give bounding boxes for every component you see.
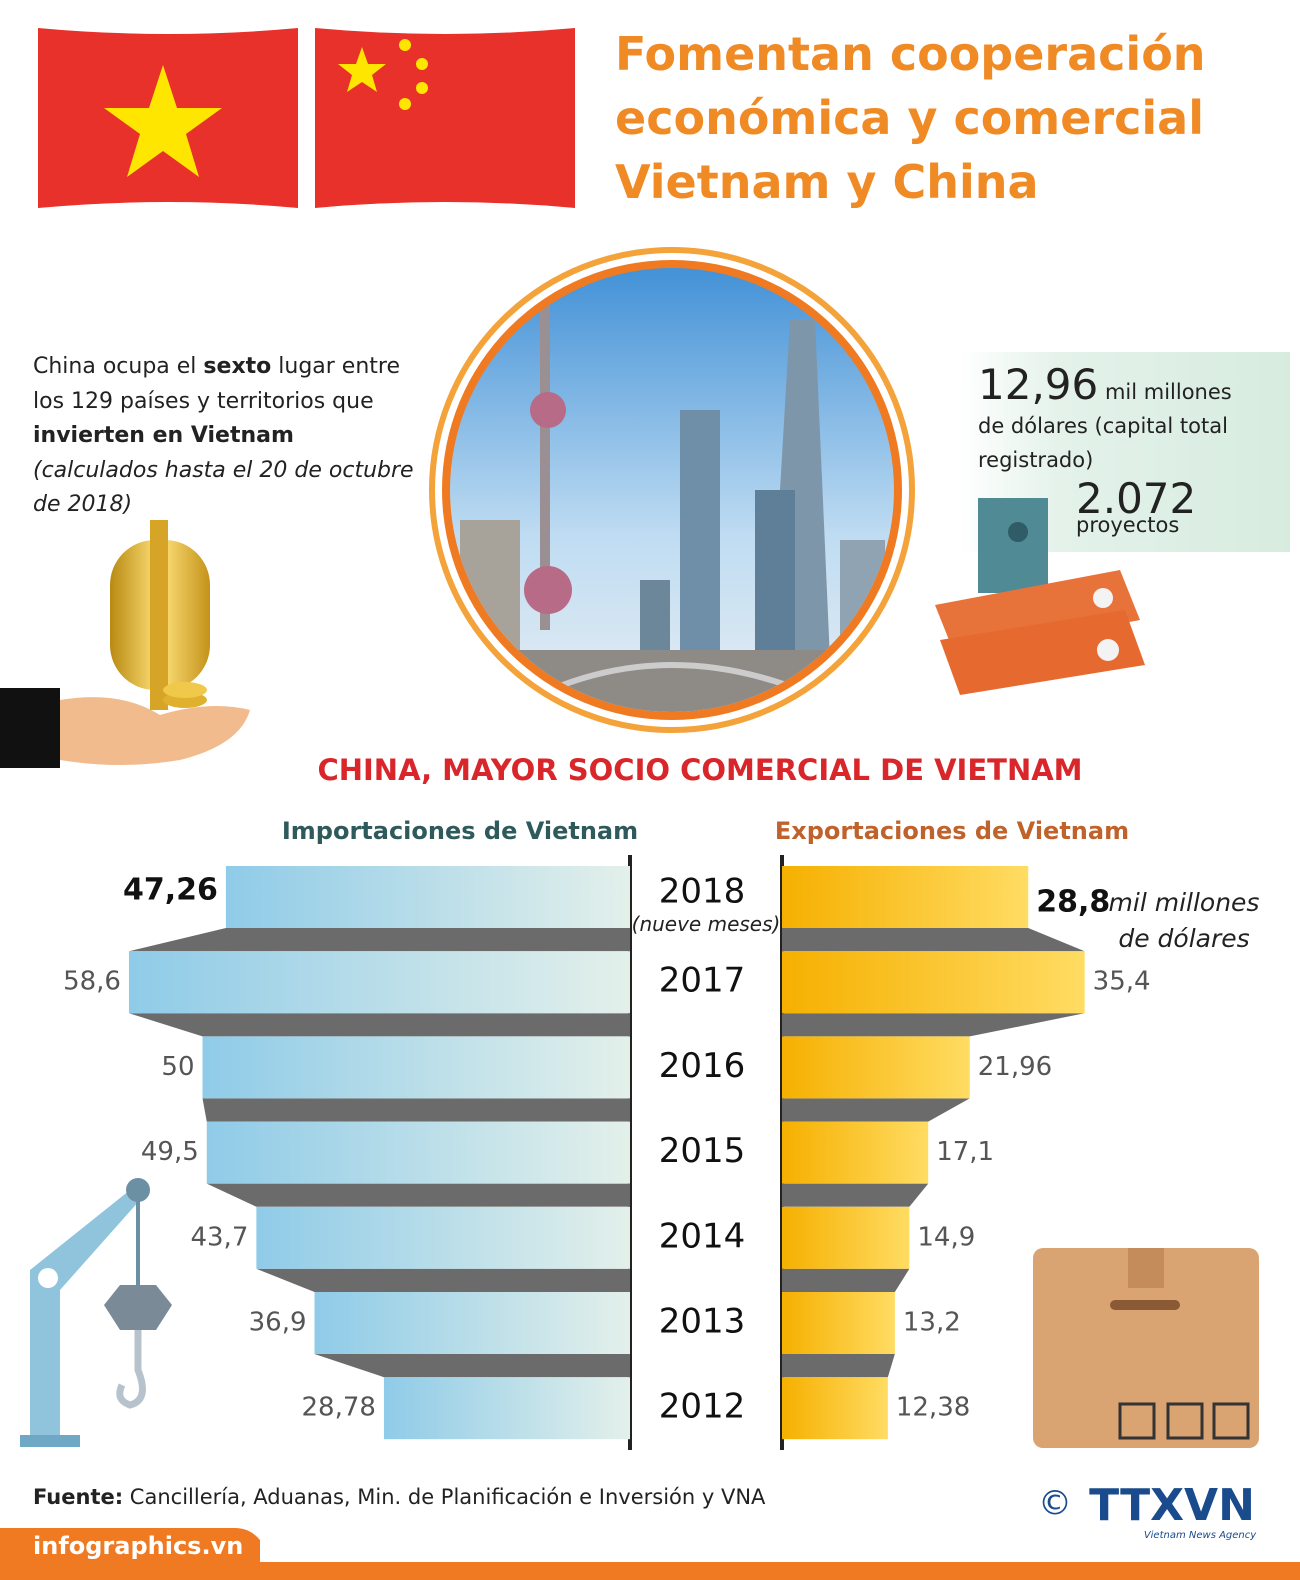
bar-import	[314, 1292, 630, 1354]
source-label: Fuente:	[33, 1485, 124, 1509]
year-label: 2018	[659, 872, 746, 912]
crane	[20, 1178, 172, 1447]
vietnam-flag	[38, 28, 298, 208]
export-label: 35,4	[1093, 967, 1151, 997]
export-label: 21,96	[978, 1052, 1052, 1082]
import-label: 36,9	[249, 1308, 307, 1338]
connector	[256, 1268, 630, 1292]
bar-import	[225, 866, 630, 928]
title: Fomentan cooperación económica y comerci…	[615, 22, 1275, 214]
export-label: 14,9	[917, 1222, 975, 1252]
bar-export	[782, 1036, 970, 1099]
agency-logo: TTXVN	[1089, 1480, 1255, 1531]
legend-imports: Importaciones de Vietnam	[282, 817, 638, 845]
connector	[782, 1013, 1085, 1037]
import-label: 49,5	[141, 1137, 199, 1167]
year-label: 2017	[659, 961, 746, 1001]
sleeve	[0, 688, 60, 768]
projects-label: proyectos	[1076, 513, 1180, 537]
source: Fuente: Cancillería, Aduanas, Min. de Pl…	[33, 1485, 765, 1509]
bar-import	[128, 951, 630, 1014]
agency-sub: Vietnam News Agency	[1144, 1530, 1257, 1541]
bar-export	[782, 951, 1085, 1014]
import-label: 47,26	[123, 873, 218, 908]
title-line: Vietnam y China	[615, 155, 1039, 209]
copyright: ©	[1038, 1484, 1072, 1524]
legend-exports: Exportaciones de Vietnam	[775, 817, 1129, 845]
cardboard-box	[1033, 1248, 1259, 1448]
connector	[782, 1354, 895, 1378]
capital: 12,96 mil millones de dólares (capital to…	[978, 364, 1278, 477]
export-label: 12,38	[896, 1393, 970, 1423]
intro: China ocupa el sexto lugar entre los 129…	[33, 350, 433, 523]
bar-import	[256, 1206, 630, 1269]
intro-bold: invierten en Vietnam	[33, 423, 294, 448]
bar-export	[782, 1292, 895, 1354]
export-label: 28,8	[1036, 885, 1110, 920]
bar-export	[782, 1377, 888, 1440]
year-label: 2014	[659, 1216, 746, 1256]
year-label: 2015	[659, 1131, 746, 1171]
export-label: 13,2	[903, 1308, 961, 1338]
china-flag	[315, 28, 575, 208]
bar-import	[202, 1036, 630, 1099]
site: infographics.vn	[33, 1532, 243, 1560]
connector	[206, 1183, 630, 1207]
money-hand	[60, 520, 250, 765]
connector	[314, 1354, 630, 1378]
chart: CHINA, MAYOR SOCIO COMERCIAL DE VIETNAM …	[63, 753, 1151, 1450]
projects-value: 2.072	[1076, 474, 1197, 523]
capital-desc: de dólares (capital total registrado)	[978, 414, 1228, 472]
connector	[782, 1098, 970, 1122]
year-label: 2013	[659, 1302, 746, 1342]
city-photo	[429, 247, 915, 733]
bar-export	[782, 866, 1029, 928]
bar-export	[782, 1121, 929, 1184]
intro-text: lugar entre los 129 países y territorios…	[33, 354, 400, 414]
title-line: económica y comercial	[615, 91, 1204, 145]
import-label: 58,6	[63, 967, 121, 997]
year-label: 2016	[659, 1046, 746, 1086]
import-label: 28,78	[301, 1393, 375, 1423]
import-label: 43,7	[190, 1222, 248, 1252]
intro-text: China ocupa el	[33, 354, 204, 379]
capital-unit: mil millones	[1104, 380, 1232, 404]
category-note: (nueve meses)	[631, 912, 781, 936]
bar-import	[206, 1121, 630, 1184]
import-label: 50	[161, 1052, 194, 1082]
connector	[128, 928, 630, 952]
footer-band	[0, 1528, 260, 1580]
connector	[782, 928, 1085, 952]
projects: 2.072 proyectos	[1076, 474, 1197, 538]
connector	[128, 1013, 630, 1037]
unit: mil millones de dólares	[1108, 888, 1260, 953]
bar-export	[782, 1206, 910, 1269]
intro-note: (calculados hasta el 20 de octubre de 20…	[33, 457, 414, 518]
year-label: 2012	[659, 1387, 746, 1427]
connector	[782, 1183, 929, 1207]
intro-bold: sexto	[203, 354, 272, 379]
chart-title: CHINA, MAYOR SOCIO COMERCIAL DE VIETNAM	[317, 753, 1082, 787]
connector	[202, 1098, 630, 1122]
footer-stripe	[240, 1562, 1300, 1580]
source-text: Cancillería, Aduanas, Min. de Planificac…	[123, 1485, 766, 1509]
bar-import	[383, 1377, 630, 1440]
export-label: 17,1	[936, 1137, 994, 1167]
title-line: Fomentan cooperación	[615, 27, 1206, 81]
connector	[782, 1268, 910, 1292]
capital-value: 12,96	[978, 360, 1099, 409]
binders	[935, 498, 1145, 695]
